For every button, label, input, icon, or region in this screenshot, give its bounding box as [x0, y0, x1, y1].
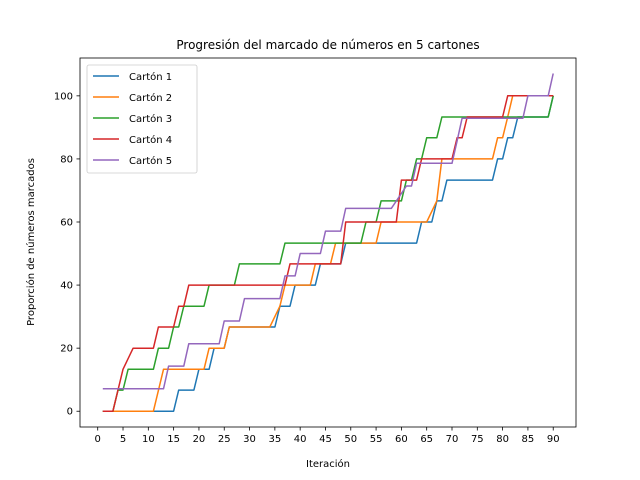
y-tick-label: 100 [54, 91, 73, 102]
plot-frame [79, 57, 577, 428]
legend-label-5: Cartón 5 [129, 155, 172, 167]
x-tick-label: 30 [243, 434, 256, 445]
y-tick-label: 20 [60, 344, 73, 355]
x-tick-label: 40 [294, 434, 307, 445]
x-tick-label: 65 [420, 434, 433, 445]
y-tick-label: 40 [60, 281, 73, 292]
x-tick-label: 45 [319, 434, 332, 445]
x-tick-label: 35 [268, 434, 281, 445]
legend-label-1: Cartón 1 [129, 71, 172, 83]
x-tick-label: 60 [395, 434, 408, 445]
legend-label-2: Cartón 2 [129, 92, 172, 104]
x-tick-label: 10 [142, 434, 155, 445]
x-tick-label: 55 [370, 434, 383, 445]
x-axis-label: Iteración [306, 458, 350, 470]
x-tick-label: 0 [95, 434, 101, 445]
x-tick-label: 70 [446, 434, 459, 445]
x-tick-label: 90 [547, 434, 560, 445]
legend-label-4: Cartón 4 [129, 134, 172, 146]
legend: Cartón 1 Cartón 2 Cartón 3 Cartón 4 Cartón 5 [86, 64, 198, 174]
x-tick-label: 25 [218, 434, 231, 445]
x-tick-label: 20 [193, 434, 206, 445]
x-tick-label: 85 [522, 434, 535, 445]
x-tick-label: 15 [167, 434, 180, 445]
series-line-4 [102, 95, 554, 412]
y-axis: 0 20 40 60 80 100 [54, 91, 80, 418]
series-line-5 [102, 73, 554, 390]
x-tick-label: 80 [496, 434, 509, 445]
y-tick-label: 60 [60, 218, 73, 229]
series-line-3 [102, 95, 554, 412]
chart-title: Progresión del marcado de números en 5 c… [176, 38, 479, 52]
y-axis-label: Proporción de números marcados [25, 158, 37, 326]
x-tick-label: 75 [471, 434, 484, 445]
y-tick-label: 80 [60, 154, 73, 165]
y-tick-label: 0 [67, 407, 73, 418]
legend-box [86, 64, 198, 174]
plot-area [102, 73, 554, 412]
legend-label-3: Cartón 3 [129, 113, 172, 125]
x-tick-label: 5 [120, 434, 126, 445]
x-tick-label: 50 [344, 434, 357, 445]
x-axis: 0 5 10 15 20 25 30 35 40 45 50 55 60 65 70 75 80 85 90 [95, 427, 560, 445]
